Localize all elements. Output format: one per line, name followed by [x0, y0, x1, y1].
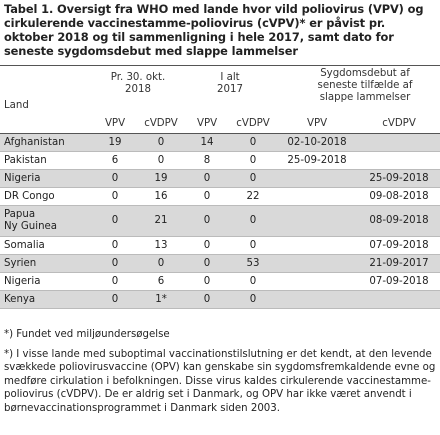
table-row: Nigeria 0 19 0 0 25-09-2018 — [0, 169, 440, 188]
footnote-environment: *) Fundet ved miljøundersøgelse — [4, 329, 170, 340]
cell-c2: 0 — [230, 272, 277, 291]
table-row: Afghanistan 19 0 14 0 02-10-2018 — [0, 133, 440, 152]
table-row: DR Congo 0 16 0 22 09-08-2018 — [0, 187, 440, 206]
cell-v2: 0 — [184, 205, 231, 237]
cell-c1: 13 — [138, 236, 185, 255]
cell-d2: 07-09-2018 — [358, 272, 440, 291]
cell-c2: 0 — [230, 290, 277, 309]
cell-d2: 08-09-2018 — [358, 205, 440, 237]
subheader-vpv-2017: VPV — [184, 114, 231, 134]
cell-c2: 53 — [230, 254, 277, 273]
cell-v1: 6 — [92, 151, 138, 170]
cell-v2: 14 — [184, 133, 231, 152]
table-row: Papua Ny Guinea 0 21 0 0 08-09-2018 — [0, 205, 440, 237]
cell-d1 — [276, 254, 359, 273]
cell-v2: 0 — [184, 169, 231, 188]
header-group-2017: I alt 2017 — [184, 65, 277, 114]
cell-c1: 21 — [138, 205, 185, 237]
cell-d2: 07-09-2018 — [358, 236, 440, 255]
cell-v1: 0 — [92, 169, 138, 188]
cell-v1: 0 — [92, 187, 138, 206]
subheader-cvdpv-2018: cVDPV — [138, 114, 185, 134]
cell-v1: 0 — [92, 205, 138, 237]
table-row: Kenya 0 1* 0 0 — [0, 290, 440, 309]
cell-d1 — [276, 236, 359, 255]
header-land: Land — [0, 65, 92, 114]
subheader-cvdpv-debut: cVDPV — [358, 114, 440, 134]
cell-c2: 0 — [230, 151, 277, 170]
cell-country: Syrien — [0, 254, 92, 273]
cell-c1: 0 — [138, 133, 185, 152]
footnote-explanation: *) I visse lande med suboptimal vaccinat… — [4, 349, 436, 414]
cell-d1 — [276, 169, 359, 188]
cell-v1: 0 — [92, 272, 138, 291]
subheader-vpv-2018: VPV — [92, 114, 138, 134]
cell-v1: 19 — [92, 133, 138, 152]
cell-v2: 0 — [184, 187, 231, 206]
table-row: Pakistan 6 0 8 0 25-09-2018 — [0, 151, 440, 170]
cell-d2 — [358, 290, 440, 309]
polio-table: Land Pr. 30. okt. 2018 I alt 2017 Sygdom… — [0, 65, 440, 309]
header-group-2018: Pr. 30. okt. 2018 — [92, 65, 185, 114]
cell-c1: 0 — [138, 151, 185, 170]
cell-v1: 0 — [92, 290, 138, 309]
table-row: Nigeria 0 6 0 0 07-09-2018 — [0, 272, 440, 291]
cell-d1: 25-09-2018 — [276, 151, 359, 170]
cell-country: Papua Ny Guinea — [0, 205, 92, 237]
cell-d2: 25-09-2018 — [358, 169, 440, 188]
table-body: Afghanistan 19 0 14 0 02-10-2018 Pakistan 6 0 8 0 2… — [0, 133, 440, 309]
cell-d1: 02-10-2018 — [276, 133, 359, 152]
table-title: Tabel 1. Oversigt fra WHO med lande hvor… — [4, 2, 424, 58]
cell-country: Pakistan — [0, 151, 92, 170]
cell-c1: 6 — [138, 272, 185, 291]
cell-v2: 8 — [184, 151, 231, 170]
cell-d1 — [276, 187, 359, 206]
subheader-cvdpv-2017: cVDPV — [230, 114, 277, 134]
cell-country: Nigeria — [0, 272, 92, 291]
table-row: Syrien 0 0 0 53 21-09-2017 — [0, 254, 440, 273]
cell-c2: 0 — [230, 169, 277, 188]
cell-c2: 0 — [230, 236, 277, 255]
cell-c2: 0 — [230, 133, 277, 152]
cell-v2: 0 — [184, 290, 231, 309]
header-group-debut: Sygdomsdebut af seneste tilfælde af slap… — [276, 65, 440, 114]
cell-d2 — [358, 133, 440, 152]
cell-c1: 0 — [138, 254, 185, 273]
cell-country: Afghanistan — [0, 133, 92, 152]
cell-c1: 19 — [138, 169, 185, 188]
cell-d2 — [358, 151, 440, 170]
cell-c1: 16 — [138, 187, 185, 206]
cell-d1 — [276, 205, 359, 237]
cell-country: Kenya — [0, 290, 92, 309]
cell-d2: 09-08-2018 — [358, 187, 440, 206]
cell-v2: 0 — [184, 272, 231, 291]
cell-v1: 0 — [92, 254, 138, 273]
cell-d1 — [276, 272, 359, 291]
cell-country: Somalia — [0, 236, 92, 255]
cell-v2: 0 — [184, 254, 231, 273]
cell-country: Nigeria — [0, 169, 92, 188]
subheader-vpv-debut: VPV — [276, 114, 359, 134]
cell-d1 — [276, 290, 359, 309]
cell-country: DR Congo — [0, 187, 92, 206]
cell-c2: 0 — [230, 205, 277, 237]
cell-d2: 21-09-2017 — [358, 254, 440, 273]
cell-v1: 0 — [92, 236, 138, 255]
table-row: Somalia 0 13 0 0 07-09-2018 — [0, 236, 440, 255]
cell-c2: 22 — [230, 187, 277, 206]
cell-c1: 1* — [138, 290, 185, 309]
cell-v2: 0 — [184, 236, 231, 255]
